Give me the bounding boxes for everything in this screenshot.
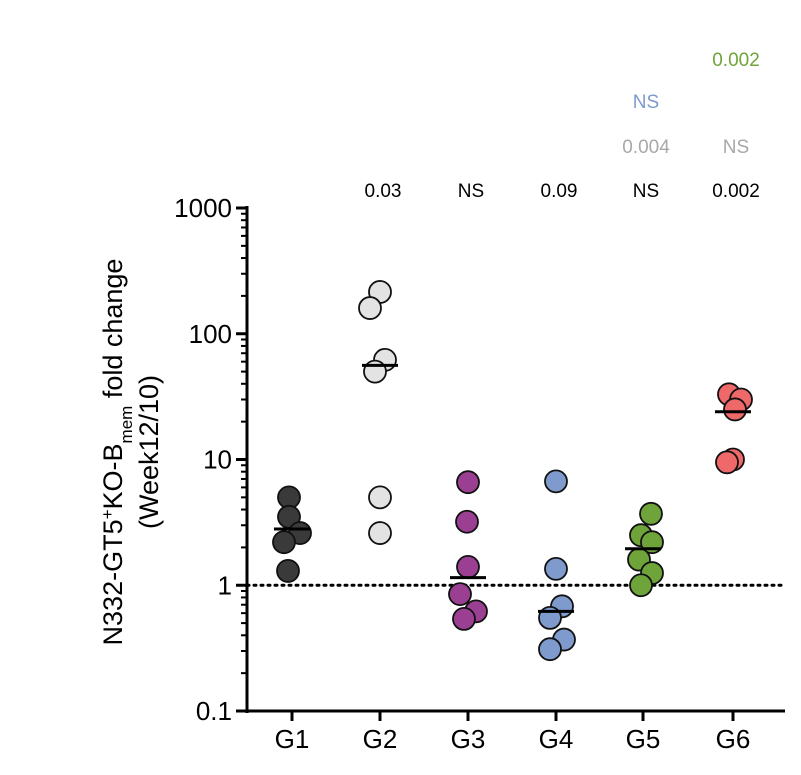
p-value-label: 0.004 [622,137,670,158]
data-point-g3 [448,582,472,607]
x-tick-label: G6 [716,724,751,754]
data-point-g3 [452,607,476,631]
data-point-g2 [363,359,387,384]
p-value-label: 0.002 [712,181,760,202]
p-value-label: 0.002 [712,50,760,71]
x-tick-label: G1 [275,724,310,754]
data-point-g4 [544,556,568,581]
axes: 0.1 1 10 100 1000 G1 G2 G3 G4 G5 G6 [174,193,785,754]
data-point-g4 [538,637,562,662]
p-value-label: NS [633,181,659,202]
data-point-g1 [276,559,300,583]
x-tick-label: G2 [363,724,398,754]
data-point-g1 [272,530,296,555]
data-point-g3 [456,470,480,495]
p-value-annotations: 0.03 NS 0.09 NS 0.002 0.004 NS NS 0.002 [365,50,760,202]
median-lines [274,363,751,613]
y-tick-label: 100 [189,319,232,349]
y-tick-label: 1 [218,570,232,600]
p-value-label: 0.03 [365,181,402,202]
data-point-g3 [455,509,479,534]
data-point-g3 [456,554,480,579]
p-value-label: NS [633,92,659,113]
y-tick-label: 0.1 [196,696,232,726]
data-point-g5 [639,501,663,526]
data-point-g2 [368,485,392,510]
x-tick-label: G4 [539,724,574,754]
y-tick-label: 1000 [174,193,232,223]
data-point-g5 [629,573,653,598]
x-tick-label: G5 [626,724,661,754]
data-points [272,280,753,662]
y-tick-label: 10 [203,445,232,475]
p-value-label: NS [723,137,749,158]
p-value-label: 0.09 [541,181,578,202]
data-point-g2 [368,521,392,545]
data-point-g6 [715,450,739,475]
data-point-g4 [544,469,568,494]
x-tick-label: G3 [451,724,486,754]
y-axis-label: N332-GT5+KO-Bmem fold change (Week12/10) [98,259,165,646]
p-value-label: NS [458,181,484,202]
y-axis-label-line2: (Week12/10) [134,375,164,529]
data-point-g2 [358,296,382,320]
y-axis-label-line1: N332-GT5+KO-Bmem fold change [98,259,136,646]
data-point-g6 [723,397,747,422]
